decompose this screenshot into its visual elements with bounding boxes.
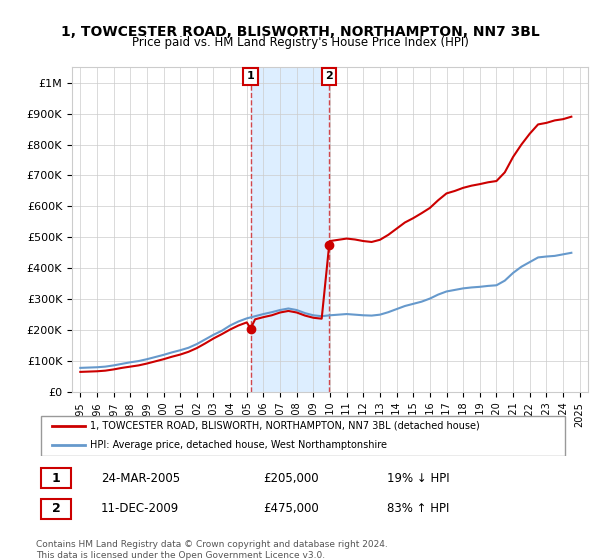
Text: HPI: Average price, detached house, West Northamptonshire: HPI: Average price, detached house, West… [90, 440, 387, 450]
Text: £475,000: £475,000 [263, 502, 319, 515]
FancyBboxPatch shape [41, 416, 565, 456]
Text: 19% ↓ HPI: 19% ↓ HPI [387, 472, 449, 484]
Bar [251, 67, 329, 392]
Text: £205,000: £205,000 [263, 472, 319, 484]
Text: 83% ↑ HPI: 83% ↑ HPI [387, 502, 449, 515]
Text: 1: 1 [247, 72, 254, 82]
Text: Price paid vs. HM Land Registry's House Price Index (HPI): Price paid vs. HM Land Registry's House … [131, 36, 469, 49]
Text: 11-DEC-2009: 11-DEC-2009 [101, 502, 179, 515]
Text: 2: 2 [325, 72, 333, 82]
FancyBboxPatch shape [41, 499, 71, 519]
Text: 24-MAR-2005: 24-MAR-2005 [101, 472, 180, 484]
FancyBboxPatch shape [41, 468, 71, 488]
Text: 1: 1 [52, 472, 61, 484]
Text: 1, TOWCESTER ROAD, BLISWORTH, NORTHAMPTON, NN7 3BL (detached house): 1, TOWCESTER ROAD, BLISWORTH, NORTHAMPTO… [90, 421, 480, 431]
Text: 1, TOWCESTER ROAD, BLISWORTH, NORTHAMPTON, NN7 3BL: 1, TOWCESTER ROAD, BLISWORTH, NORTHAMPTO… [61, 25, 539, 39]
Text: 2: 2 [52, 502, 61, 515]
Text: Contains HM Land Registry data © Crown copyright and database right 2024.
This d: Contains HM Land Registry data © Crown c… [36, 540, 388, 560]
